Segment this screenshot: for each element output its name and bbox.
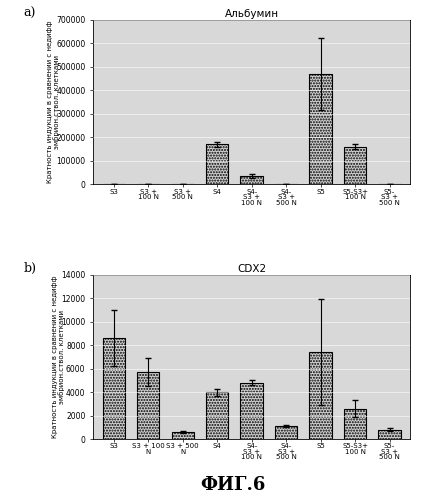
Bar	[137, 372, 159, 439]
Bar	[379, 430, 401, 439]
Bar	[102, 338, 125, 439]
Bar	[344, 409, 366, 439]
Y-axis label: Кратность индукции в сравнении с недифф
эмбрион.ствол. клетками: Кратность индукции в сравнении с недифф …	[47, 21, 60, 184]
Title: Альбумин: Альбумин	[225, 9, 279, 19]
Text: a): a)	[23, 7, 36, 20]
Text: b): b)	[23, 261, 36, 274]
Text: ФИГ.6: ФИГ.6	[200, 476, 265, 494]
Bar	[206, 392, 228, 439]
Bar	[241, 383, 263, 439]
Bar	[344, 147, 366, 184]
Bar	[241, 176, 263, 184]
Bar	[310, 74, 332, 184]
Bar	[275, 426, 297, 439]
Bar	[206, 144, 228, 184]
Bar	[310, 352, 332, 439]
Y-axis label: Кратность индукции в сравнении с недифф
эмбрион.ствол. клетками: Кратность индукции в сравнении с недифф …	[52, 275, 65, 438]
Title: CDX2: CDX2	[237, 264, 266, 274]
Bar	[171, 432, 194, 439]
